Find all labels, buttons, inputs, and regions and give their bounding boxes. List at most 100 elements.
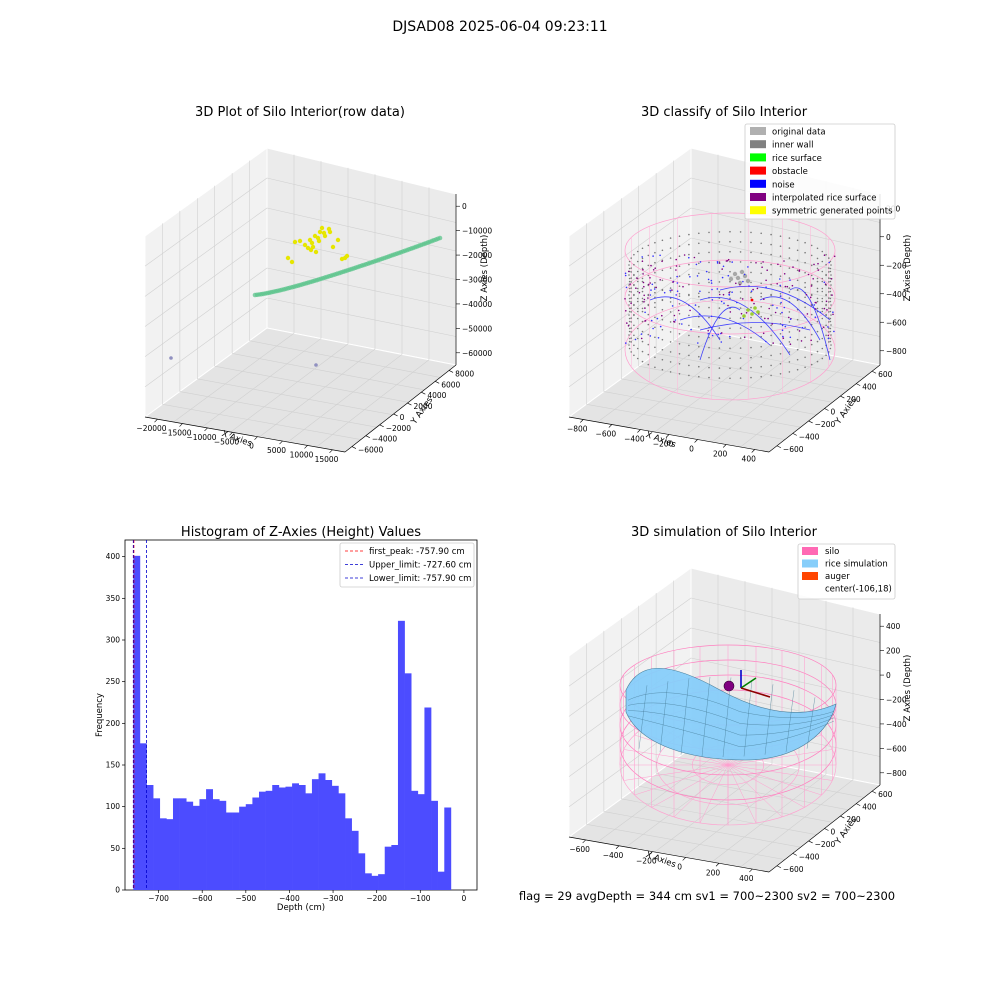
legend-label: obstacle <box>772 167 808 177</box>
classified-point <box>644 307 646 309</box>
inner-wall-point <box>770 253 772 256</box>
classified-point <box>739 283 741 286</box>
classified-point <box>789 343 792 346</box>
simulation-x-ticks: −600 −400 −200 0 200 400 <box>569 839 754 883</box>
inner-wall-point <box>821 307 824 310</box>
inner-wall-point <box>760 355 762 358</box>
inner-wall-point <box>816 267 819 270</box>
rice-mesh-line <box>743 679 753 757</box>
auger-axis-y <box>740 677 757 689</box>
inner-wall-point <box>628 304 630 306</box>
noise-streak <box>649 296 721 341</box>
classified-point <box>812 278 814 280</box>
classified-point <box>629 283 631 285</box>
original-point <box>728 276 734 282</box>
classified-point <box>675 258 677 261</box>
classified-point <box>743 273 746 276</box>
inner-wall-point <box>760 262 762 265</box>
y-tick-label: 0 <box>831 408 836 417</box>
classified-point <box>641 260 644 263</box>
inner-wall-point <box>825 334 827 337</box>
inner-wall-point <box>760 282 762 285</box>
raw-point <box>285 255 291 261</box>
classified-point <box>792 266 794 268</box>
center-marker <box>723 680 735 692</box>
inner-wall-point <box>698 242 700 245</box>
classify-legend: original data inner wall rice surface obsta… <box>744 123 896 220</box>
inner-wall-point <box>830 304 832 306</box>
classified-point <box>743 336 746 339</box>
classified-point <box>721 276 724 279</box>
classified-point <box>833 255 836 258</box>
noise-streak <box>679 315 771 346</box>
inner-wall-point <box>816 350 819 353</box>
inner-wall-point <box>669 371 672 373</box>
classified-point <box>707 329 709 332</box>
histogram-x-ticks: −700 −600 −500 −400 −300 −200 −100 0 <box>148 890 467 903</box>
histogram-bar <box>278 787 286 890</box>
histogram-bar <box>364 873 372 890</box>
classified-point <box>731 291 733 294</box>
inner-wall-point <box>654 336 656 339</box>
inner-wall-point <box>821 310 824 313</box>
inner-wall-point <box>661 249 664 252</box>
simulation-z-label: Z Axies (Depth) <box>903 655 913 722</box>
inner-wall-point <box>661 358 664 361</box>
histogram-bar <box>305 793 313 890</box>
classified-point <box>722 265 725 268</box>
inner-wall-point <box>678 323 681 325</box>
classified-point <box>761 266 763 269</box>
axes3d-box-raw <box>143 147 458 453</box>
classified-point <box>683 254 686 256</box>
legend-label: Upper_limit: -727.60 cm <box>369 561 472 571</box>
histogram-bar <box>252 797 260 890</box>
original-point <box>735 275 741 281</box>
classified-point <box>644 311 646 314</box>
y-tick-label: 0 <box>115 886 120 895</box>
classified-point <box>801 326 804 329</box>
histogram-bar <box>331 785 339 890</box>
rice-mesh-line <box>627 710 835 736</box>
y-tick-label: 8000 <box>455 369 474 378</box>
inner-wall-point <box>816 257 819 260</box>
legend-swatch <box>750 127 766 135</box>
classified-point <box>736 301 738 304</box>
inner-wall-point <box>628 284 630 286</box>
inner-wall-point <box>698 295 700 298</box>
inner-wall-point <box>628 337 631 340</box>
legend-swatch <box>802 547 818 555</box>
classified-point <box>782 335 784 338</box>
inner-wall-point <box>641 360 644 363</box>
original-point <box>739 269 745 275</box>
inner-wall-point <box>739 297 742 299</box>
inner-wall-point <box>828 321 830 323</box>
inner-wall-point <box>641 277 644 280</box>
raw-point <box>169 356 173 360</box>
rice-surface-point <box>753 306 757 310</box>
inner-wall-point <box>830 314 832 316</box>
classified-point <box>659 279 661 281</box>
inner-wall-point <box>654 306 656 309</box>
inner-wall-point <box>628 297 631 300</box>
classified-point <box>675 269 677 271</box>
inner-wall-point <box>788 291 791 293</box>
inner-wall-point <box>698 345 700 348</box>
histogram-bar <box>325 780 333 890</box>
inner-wall-point <box>678 245 681 247</box>
inner-wall-point <box>750 336 752 339</box>
inner-wall-point <box>636 317 639 320</box>
silo-floor-spoke <box>673 764 729 818</box>
x-tick-label: −600 <box>192 894 213 903</box>
inner-wall-point <box>750 366 752 369</box>
classified-point <box>650 289 652 291</box>
x-tick-label: −500 <box>236 894 257 903</box>
classified-point <box>779 295 782 297</box>
inner-wall-point <box>630 267 632 269</box>
inner-wall-point <box>810 304 813 307</box>
inner-wall-point <box>628 314 630 316</box>
inner-wall-point <box>788 247 791 249</box>
inner-wall-point <box>628 287 631 290</box>
inner-wall-point <box>821 297 824 300</box>
classified-point <box>827 326 829 328</box>
histogram-bar <box>397 620 405 890</box>
